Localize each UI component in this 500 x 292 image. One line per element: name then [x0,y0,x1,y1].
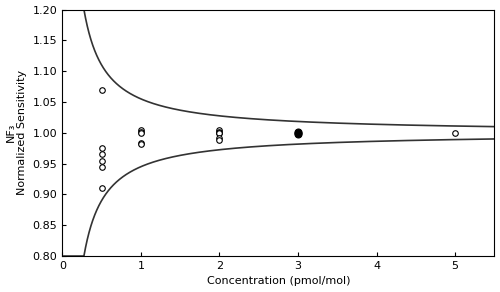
X-axis label: Concentration (pmol/mol): Concentration (pmol/mol) [206,277,350,286]
Y-axis label: NF₃
Normalized Sensitivity: NF₃ Normalized Sensitivity [6,70,27,195]
